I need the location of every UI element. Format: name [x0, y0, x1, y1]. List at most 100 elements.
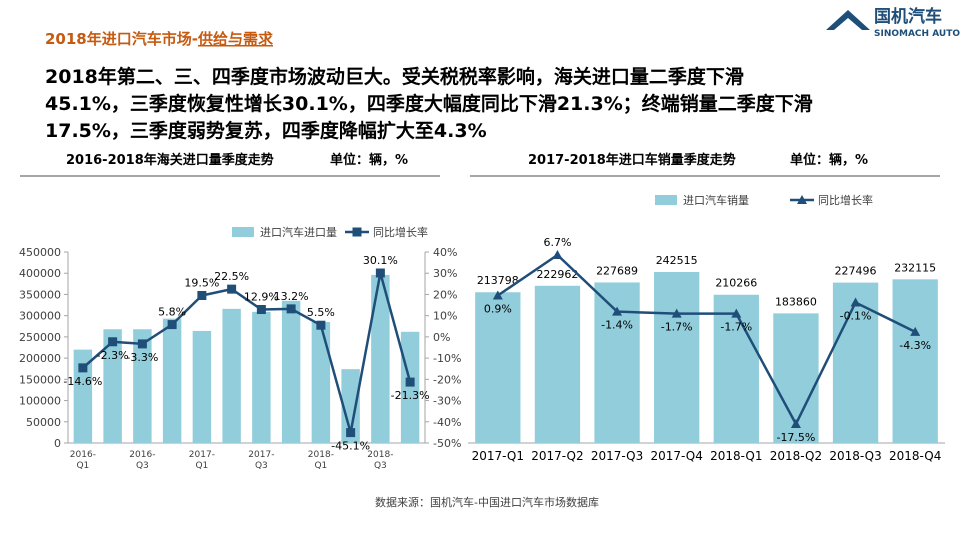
x-tick-label: 2016-Q1 — [70, 450, 96, 471]
x-tick-label: 2016-Q3 — [129, 450, 155, 471]
bar — [252, 311, 271, 443]
line-marker — [346, 428, 356, 438]
label-line: Q3 — [255, 461, 268, 471]
chart-title: 2017-2018年进口车销量季度走势 — [528, 152, 736, 168]
line-label: -0.1% — [840, 309, 872, 322]
bar — [892, 279, 938, 443]
label-line: 2016- — [70, 450, 96, 460]
line-label: 12.9% — [244, 291, 279, 304]
line-label: -1.7% — [720, 321, 752, 334]
line-marker — [137, 339, 147, 349]
x-tick-label: 2018-Q4 — [889, 449, 941, 463]
y2-tick-label: -30% — [433, 395, 461, 408]
y2-tick-label: 0% — [433, 331, 450, 344]
label-line: Q1 — [76, 461, 89, 471]
line-marker — [256, 305, 266, 315]
body-line: 45.1%，三季度恢复性增长30.1%，四季度大幅度同比下滑21.3%；终端销量… — [45, 92, 813, 115]
line-marker — [850, 297, 861, 307]
y-tick-label: 50000 — [26, 416, 61, 429]
label-line: 2017- — [248, 450, 274, 460]
line-label: 6.7% — [543, 236, 571, 249]
line-marker — [731, 308, 742, 318]
bar — [594, 282, 640, 443]
bar — [133, 329, 152, 443]
logo: 国机汽车 SINOMACH AUTO — [826, 6, 960, 39]
bar-label: 183860 — [775, 295, 817, 308]
bar-label: 222962 — [536, 268, 578, 281]
y-tick-label: 200000 — [19, 352, 61, 365]
line-marker — [316, 320, 326, 330]
line-marker — [227, 284, 237, 294]
bar — [281, 300, 301, 443]
line-marker — [78, 363, 88, 373]
line-marker — [910, 326, 921, 336]
line-marker — [492, 290, 503, 300]
bar — [162, 318, 182, 443]
section-title: 2018年进口汽车市场-供给与需求 — [45, 30, 274, 48]
logo-name: 国机汽车 — [874, 6, 942, 27]
x-tick-label: 2017-Q1 — [472, 449, 524, 463]
x-tick-label: 2017-Q1 — [189, 450, 215, 471]
bar — [73, 349, 93, 443]
line-marker — [286, 304, 296, 314]
label-line: Q3 — [136, 461, 149, 471]
bar — [475, 292, 521, 443]
y2-tick-label: 20% — [433, 288, 457, 301]
bar-label: 227496 — [835, 265, 877, 278]
bar-label: 213798 — [477, 274, 519, 287]
bar-label: 210266 — [715, 277, 757, 290]
bar — [341, 369, 360, 443]
chart-title: 2016-2018年海关进口量季度走势 — [66, 152, 274, 168]
chart-unit: 单位：辆，% — [330, 152, 408, 168]
label-line: Q1 — [314, 461, 327, 471]
y2-tick-label: 40% — [433, 246, 457, 259]
line-label: 5.8% — [158, 306, 186, 319]
bar — [832, 282, 879, 443]
title: 2018年进口汽车市场- — [45, 30, 198, 48]
y-tick-label: 0 — [54, 437, 61, 450]
label-line: Q1 — [195, 461, 208, 471]
line-marker — [197, 291, 207, 301]
label-line: 2018- — [308, 450, 334, 460]
x-tick-label: 2017-Q3 — [248, 450, 274, 471]
legend-label: 同比增长率 — [818, 193, 873, 207]
label-line: 2018- — [367, 450, 393, 460]
y-tick-label: 250000 — [19, 331, 61, 344]
bar — [371, 274, 390, 443]
line-marker — [352, 227, 362, 237]
x-tick-label: 2018-Q2 — [770, 449, 822, 463]
label-line: Q3 — [374, 461, 387, 471]
x-tick-label: 2017-Q2 — [531, 449, 583, 463]
line — [82, 272, 412, 433]
bar — [103, 329, 122, 443]
bar — [654, 272, 700, 443]
source: 数据来源：国机汽车-中国进口汽车市场数据库 — [375, 495, 599, 509]
legend-swatch — [232, 227, 254, 237]
label-line: 2016- — [129, 450, 155, 460]
y-tick-label: 450000 — [19, 246, 61, 259]
line-label: -45.1% — [331, 440, 370, 453]
chart-unit: 单位：辆，% — [790, 152, 868, 168]
body-line: 2018年第二、三、四季度市场波动巨大。受关税税率影响，海关进口量二季度下滑 — [45, 65, 744, 88]
x-tick-label: 2018-Q1 — [710, 449, 762, 463]
line-label: -17.5% — [776, 431, 815, 444]
title-highlight: 供给与需求 — [197, 30, 274, 48]
bar-label: 227689 — [596, 264, 638, 277]
line-marker — [552, 250, 563, 259]
bar — [222, 308, 241, 443]
y-tick-label: 150000 — [19, 373, 61, 386]
line-label: -1.4% — [601, 319, 633, 332]
bar — [713, 294, 759, 443]
y2-tick-label: -20% — [433, 373, 461, 386]
x-tick-label: 2018-Q3 — [367, 450, 393, 471]
bar — [311, 322, 331, 443]
x-tick-label: 2018-Q3 — [829, 449, 881, 463]
y-tick-label: 350000 — [19, 288, 61, 301]
legend-swatch — [655, 195, 677, 205]
logo-icon — [834, 18, 862, 30]
line-label: -4.3% — [899, 339, 931, 352]
bar — [192, 330, 212, 443]
line-label: -21.3% — [391, 389, 430, 402]
bar — [400, 331, 420, 443]
